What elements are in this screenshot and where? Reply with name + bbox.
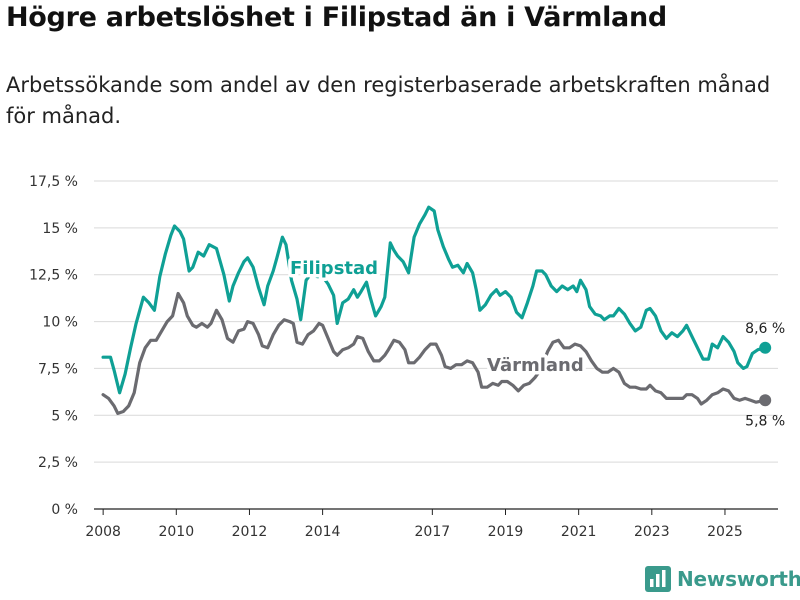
x-axis-ticks: 2008 2010 2012 2014 2017 2019 2021 2023 2025 <box>85 509 743 540</box>
x-tick-label: 2025 <box>707 524 743 540</box>
x-tick-label: 2014 <box>305 524 341 540</box>
series-line-filipstad <box>101 205 767 395</box>
x-tick-label: 2012 <box>232 524 268 540</box>
series-labels: 8,6 % 5,8 % Filipstad Värmland <box>287 255 786 430</box>
bar-chart-logo-icon <box>645 566 671 592</box>
brand-name: Newsworthy <box>677 567 800 591</box>
x-tick-label: 2019 <box>488 524 524 540</box>
x-tick-label: 2008 <box>85 524 121 540</box>
series-name-label-varmland: Värmland <box>487 355 584 376</box>
y-tick-label: 15 % <box>42 221 78 237</box>
chart-subtitle: Arbetssökande som andel av den registerb… <box>6 73 771 128</box>
x-tick-label: 2021 <box>561 524 597 540</box>
y-tick-label: 2,5 % <box>38 455 78 471</box>
series-name-label-filipstad: Filipstad <box>290 258 378 279</box>
y-tick-label: 7,5 % <box>38 361 78 377</box>
end-value-label-varmland: 5,8 % <box>745 413 785 429</box>
y-tick-label: 17,5 % <box>29 174 78 190</box>
end-point-filipstad <box>759 341 772 354</box>
end-point-varmland <box>759 394 772 407</box>
series-lines <box>101 205 772 415</box>
grid-lines <box>94 180 778 510</box>
end-value-label-filipstad: 8,6 % <box>745 321 785 337</box>
series-line-varmland <box>101 291 767 415</box>
chart-title: Högre arbetslöshet i Filipstad än i Värm… <box>6 2 667 33</box>
y-tick-label: 10 % <box>42 315 78 331</box>
x-tick-label: 2023 <box>634 524 670 540</box>
x-tick-label: 2010 <box>158 524 194 540</box>
y-tick-label: 0 % <box>51 502 78 518</box>
y-tick-label: 12,5 % <box>29 268 78 284</box>
y-axis-ticks: 0 % 2,5 % 5 % 7,5 % 10 % 12,5 % 15 % 17,5 % <box>29 174 78 518</box>
newsworthy-logo: Newsworthy <box>645 566 800 592</box>
x-tick-label: 2017 <box>415 524 451 540</box>
y-tick-label: 5 % <box>51 408 78 424</box>
